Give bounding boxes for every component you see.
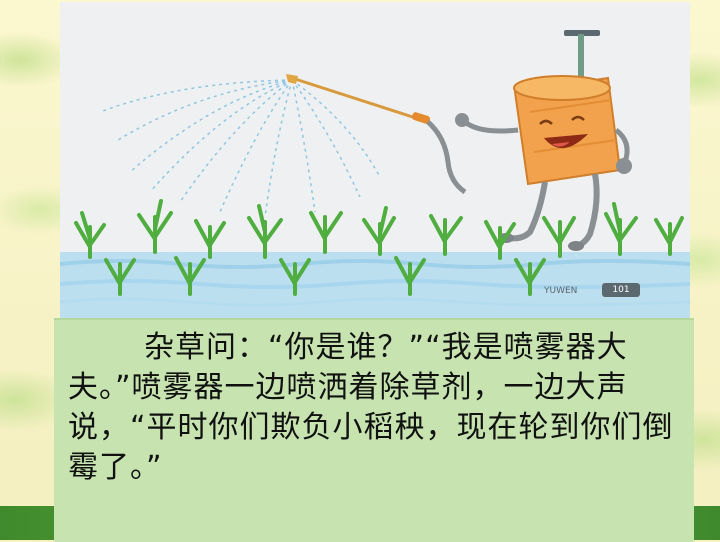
yuwen-watermark: YUWEN [544, 286, 578, 296]
story-text-panel: 杂草问：“你是谁？”“我是喷雾器大夫。”喷雾器一边喷洒着除草剂，一边大声说，“平… [54, 318, 694, 542]
story-illustration: YUWEN 101 [60, 2, 690, 318]
spray-wand [286, 74, 467, 195]
page-tag: 101 [602, 283, 640, 297]
rice-seedlings [74, 199, 684, 296]
spray-mist [99, 79, 381, 218]
story-paragraph: 杂草问：“你是谁？”“我是喷雾器大夫。”喷雾器一边喷洒着除草剂，一边大声说，“平… [68, 330, 674, 485]
sprayer-scene [60, 2, 690, 318]
sprayer-character [455, 30, 632, 251]
